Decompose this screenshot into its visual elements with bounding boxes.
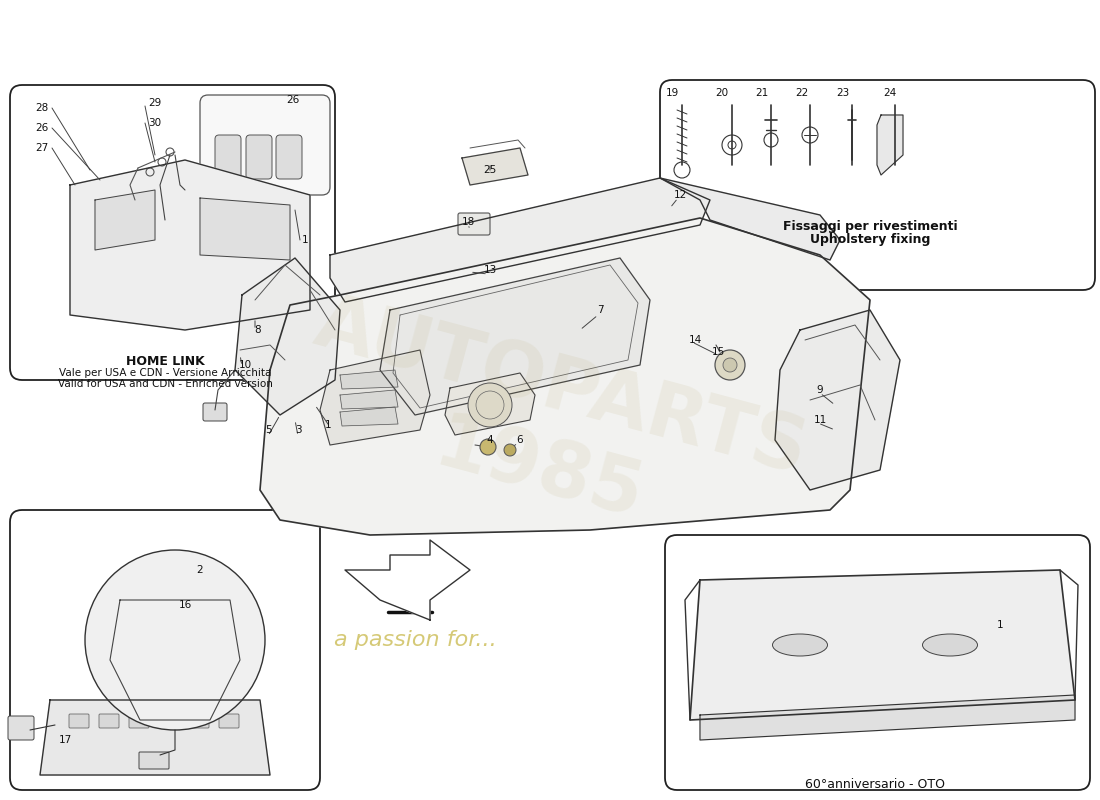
Text: 12: 12 bbox=[673, 190, 686, 200]
Polygon shape bbox=[330, 178, 710, 302]
Text: 9: 9 bbox=[816, 385, 823, 395]
Circle shape bbox=[715, 350, 745, 380]
FancyBboxPatch shape bbox=[8, 716, 34, 740]
Text: 28: 28 bbox=[35, 103, 48, 113]
FancyBboxPatch shape bbox=[204, 403, 227, 421]
FancyBboxPatch shape bbox=[219, 714, 239, 728]
FancyBboxPatch shape bbox=[200, 95, 330, 195]
Text: 60°anniversario - OTO: 60°anniversario - OTO bbox=[805, 778, 945, 791]
Text: 4: 4 bbox=[486, 435, 493, 445]
Polygon shape bbox=[462, 148, 528, 185]
Polygon shape bbox=[345, 540, 470, 620]
Text: 1: 1 bbox=[997, 620, 1003, 630]
Ellipse shape bbox=[772, 634, 827, 656]
Text: Valid for USA and CDN - Enriched version: Valid for USA and CDN - Enriched version bbox=[57, 379, 273, 389]
Polygon shape bbox=[700, 695, 1075, 740]
FancyBboxPatch shape bbox=[276, 135, 303, 179]
Circle shape bbox=[85, 550, 265, 730]
Text: 19: 19 bbox=[666, 88, 679, 98]
Text: 18: 18 bbox=[461, 217, 474, 227]
FancyBboxPatch shape bbox=[99, 714, 119, 728]
Text: 5: 5 bbox=[265, 425, 272, 435]
Text: 26: 26 bbox=[286, 95, 299, 105]
Polygon shape bbox=[95, 190, 155, 250]
Text: 29: 29 bbox=[148, 98, 162, 108]
FancyBboxPatch shape bbox=[129, 714, 149, 728]
Ellipse shape bbox=[923, 634, 978, 656]
Text: 30: 30 bbox=[148, 118, 162, 128]
Text: 6: 6 bbox=[517, 435, 524, 445]
Text: HOME LINK: HOME LINK bbox=[125, 355, 205, 368]
Text: 24: 24 bbox=[883, 88, 896, 98]
Polygon shape bbox=[110, 600, 240, 720]
Polygon shape bbox=[40, 700, 270, 775]
Polygon shape bbox=[690, 570, 1075, 720]
Polygon shape bbox=[70, 160, 310, 330]
Text: 23: 23 bbox=[836, 88, 849, 98]
Text: 14: 14 bbox=[689, 335, 702, 345]
Circle shape bbox=[480, 439, 496, 455]
Polygon shape bbox=[877, 115, 903, 175]
Text: 20: 20 bbox=[715, 88, 728, 98]
Text: 7: 7 bbox=[596, 305, 603, 315]
Text: 2: 2 bbox=[197, 565, 204, 575]
Polygon shape bbox=[260, 218, 870, 535]
FancyBboxPatch shape bbox=[458, 213, 490, 235]
Text: 22: 22 bbox=[795, 88, 808, 98]
Polygon shape bbox=[340, 407, 398, 426]
Text: AUTOPARTS
1985: AUTOPARTS 1985 bbox=[285, 287, 815, 573]
Text: 11: 11 bbox=[813, 415, 826, 425]
Text: 10: 10 bbox=[239, 360, 252, 370]
Text: Upholstery fixing: Upholstery fixing bbox=[810, 233, 931, 246]
Text: 25: 25 bbox=[483, 165, 496, 175]
Text: 17: 17 bbox=[58, 735, 72, 745]
Text: 1: 1 bbox=[324, 420, 331, 430]
FancyBboxPatch shape bbox=[189, 714, 209, 728]
Text: 21: 21 bbox=[756, 88, 769, 98]
Circle shape bbox=[468, 383, 512, 427]
FancyBboxPatch shape bbox=[139, 752, 169, 769]
Polygon shape bbox=[660, 178, 840, 260]
FancyBboxPatch shape bbox=[160, 714, 179, 728]
Text: 27: 27 bbox=[35, 143, 48, 153]
Text: 3: 3 bbox=[295, 425, 301, 435]
Text: 26: 26 bbox=[35, 123, 48, 133]
Polygon shape bbox=[776, 310, 900, 490]
Polygon shape bbox=[200, 198, 290, 260]
Circle shape bbox=[723, 358, 737, 372]
Polygon shape bbox=[320, 350, 430, 445]
Text: a passion for...: a passion for... bbox=[333, 630, 496, 650]
Text: 13: 13 bbox=[483, 265, 496, 275]
Polygon shape bbox=[340, 390, 398, 409]
FancyBboxPatch shape bbox=[246, 135, 272, 179]
Polygon shape bbox=[446, 373, 535, 435]
Text: Fissaggi per rivestimenti: Fissaggi per rivestimenti bbox=[783, 220, 957, 233]
Text: 15: 15 bbox=[712, 347, 725, 357]
Polygon shape bbox=[340, 370, 398, 389]
Polygon shape bbox=[379, 258, 650, 415]
Text: 8: 8 bbox=[255, 325, 262, 335]
FancyBboxPatch shape bbox=[214, 135, 241, 179]
Text: Vale per USA e CDN - Versione Arricchita: Vale per USA e CDN - Versione Arricchita bbox=[58, 368, 272, 378]
Circle shape bbox=[504, 444, 516, 456]
Polygon shape bbox=[235, 258, 340, 415]
FancyBboxPatch shape bbox=[69, 714, 89, 728]
Text: 16: 16 bbox=[178, 600, 191, 610]
Text: 1: 1 bbox=[301, 235, 308, 245]
